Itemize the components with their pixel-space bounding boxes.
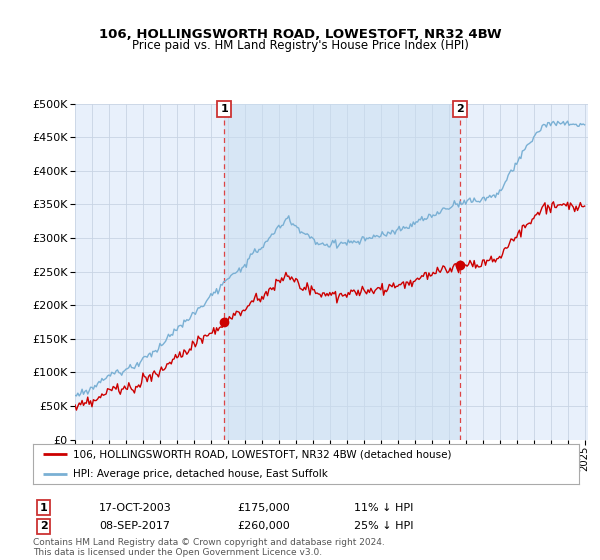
Text: 25% ↓ HPI: 25% ↓ HPI: [354, 521, 413, 531]
Text: 106, HOLLINGSWORTH ROAD, LOWESTOFT, NR32 4BW: 106, HOLLINGSWORTH ROAD, LOWESTOFT, NR32…: [98, 28, 502, 41]
Text: 11% ↓ HPI: 11% ↓ HPI: [354, 503, 413, 513]
Text: Contains HM Land Registry data © Crown copyright and database right 2024.
This d: Contains HM Land Registry data © Crown c…: [33, 538, 385, 557]
Bar: [224, 104, 460, 440]
Text: 106, HOLLINGSWORTH ROAD, LOWESTOFT, NR32 4BW (detached house): 106, HOLLINGSWORTH ROAD, LOWESTOFT, NR32…: [73, 449, 451, 459]
Text: 1: 1: [221, 104, 229, 114]
Text: £260,000: £260,000: [237, 521, 290, 531]
Text: 17-OCT-2003: 17-OCT-2003: [99, 503, 172, 513]
Text: £175,000: £175,000: [237, 503, 290, 513]
Text: HPI: Average price, detached house, East Suffolk: HPI: Average price, detached house, East…: [73, 469, 328, 479]
Text: 2: 2: [40, 521, 47, 531]
Text: 08-SEP-2017: 08-SEP-2017: [99, 521, 170, 531]
Text: 1: 1: [40, 503, 47, 513]
Text: Price paid vs. HM Land Registry's House Price Index (HPI): Price paid vs. HM Land Registry's House …: [131, 39, 469, 53]
Text: 2: 2: [456, 104, 464, 114]
